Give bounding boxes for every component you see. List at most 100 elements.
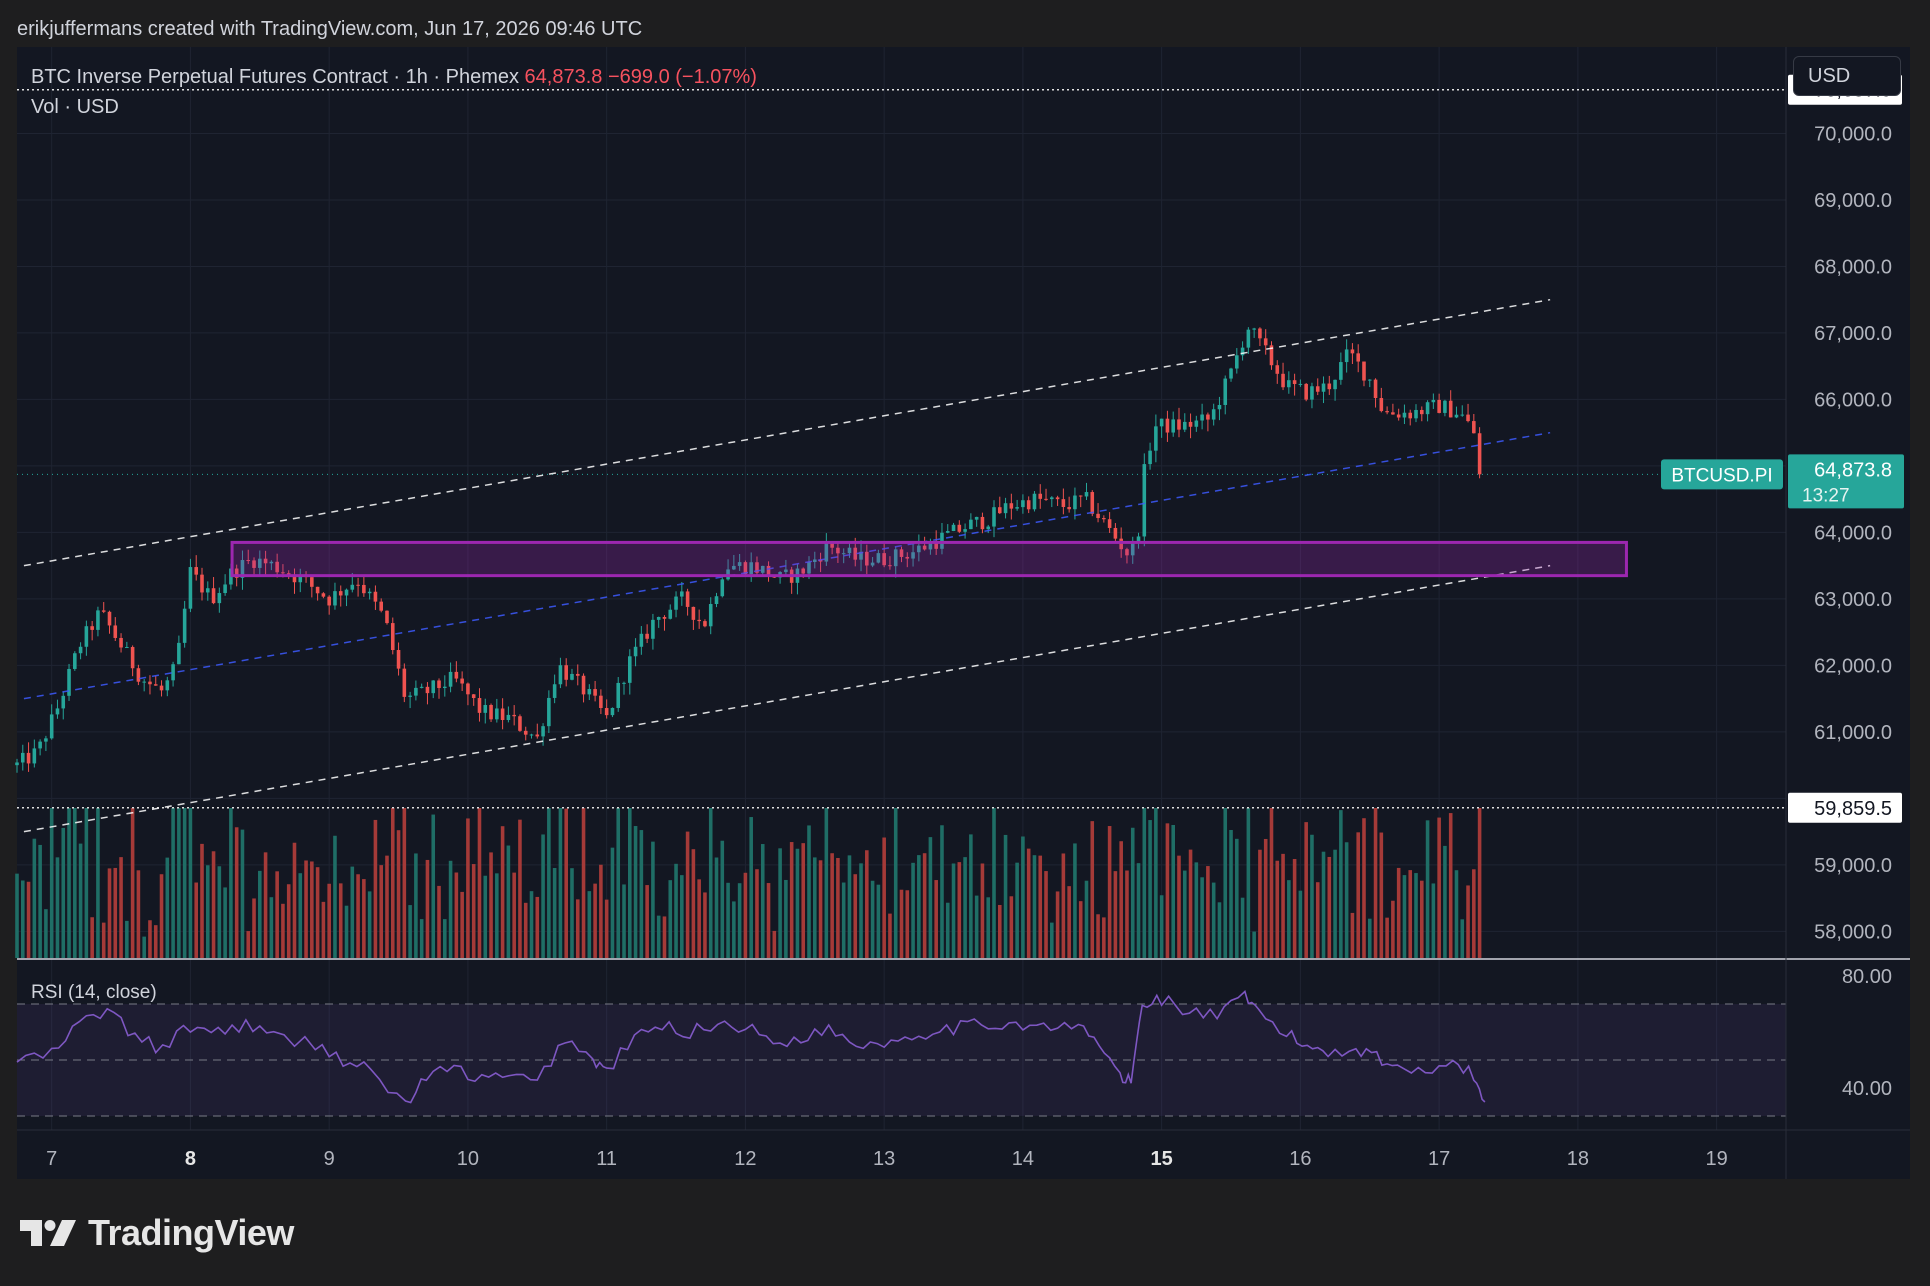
- volume-bar: [905, 890, 910, 958]
- volume-bar: [55, 857, 60, 958]
- volume-bar: [229, 808, 233, 958]
- volume-bar: [876, 884, 881, 958]
- candle-body: [1362, 361, 1366, 381]
- time-axis-label: 12: [734, 1148, 756, 1170]
- candle-body: [234, 568, 239, 578]
- volume-bar: [125, 920, 129, 958]
- candle-body: [483, 704, 488, 713]
- candle-body: [703, 621, 707, 627]
- time-axis-label: 13: [873, 1148, 895, 1170]
- volume-bar: [651, 841, 655, 958]
- candle-body: [1310, 386, 1314, 400]
- volume-bar: [541, 834, 545, 958]
- candle-body: [1102, 518, 1106, 520]
- candle-body: [1107, 519, 1112, 528]
- candle-body: [1472, 421, 1476, 434]
- candle-body: [859, 551, 863, 560]
- volume-legend[interactable]: Vol · USD: [31, 96, 119, 118]
- volume-bar: [836, 857, 840, 958]
- candle-body: [350, 584, 355, 590]
- time-axis-label: 15: [1151, 1148, 1173, 1170]
- candle-body: [356, 584, 360, 586]
- candle-body: [685, 591, 690, 607]
- candle-body: [44, 738, 48, 742]
- volume-bar: [1142, 808, 1147, 958]
- volume-bar: [986, 897, 991, 958]
- candle-body: [899, 549, 904, 557]
- volume-bar: [344, 905, 349, 958]
- candle-body: [1182, 421, 1187, 430]
- candle-body: [680, 591, 684, 597]
- volume-bar: [963, 857, 967, 958]
- candle-body: [1477, 433, 1482, 475]
- candle-body: [20, 752, 25, 763]
- candle-body: [604, 708, 609, 716]
- candle-body: [1061, 499, 1066, 508]
- volume-bar: [945, 902, 950, 958]
- candle-body: [1084, 492, 1089, 497]
- volume-bar: [980, 863, 985, 958]
- volume-bar: [512, 872, 516, 958]
- candle-body: [414, 687, 418, 696]
- candle-body: [78, 646, 83, 654]
- volume-bar: [992, 808, 996, 958]
- volume-bar: [1431, 883, 1436, 958]
- volume-bar: [1385, 917, 1389, 958]
- volume-bar: [454, 872, 459, 958]
- candle-body: [720, 579, 725, 597]
- volume-bar: [772, 930, 777, 958]
- candle-body: [67, 668, 71, 696]
- volume-bar: [1021, 836, 1025, 958]
- price-axis-label: 67,000.0: [1814, 323, 1892, 345]
- volume-bar: [581, 808, 586, 958]
- symbol-legend[interactable]: BTC Inverse Perpetual Futures Contract ·…: [31, 66, 757, 89]
- volume-bar: [367, 891, 372, 958]
- volume-bar: [1263, 838, 1268, 958]
- candle-body: [396, 650, 401, 669]
- candle-body: [495, 708, 499, 720]
- time-axis-label: 18: [1567, 1148, 1589, 1170]
- candle-body: [812, 559, 817, 563]
- candle-body: [807, 562, 811, 574]
- candle-body: [1159, 418, 1164, 427]
- candle-body: [570, 673, 574, 680]
- candle-body: [113, 625, 118, 638]
- volume-bar: [506, 845, 511, 958]
- volume-bar: [356, 874, 360, 958]
- candle-body: [784, 569, 788, 573]
- candle-body: [153, 684, 158, 686]
- candle-body: [911, 552, 915, 559]
- candle-body: [951, 524, 956, 532]
- candle-body: [26, 752, 31, 764]
- candle-body: [1078, 495, 1083, 497]
- volume-bar: [1206, 866, 1210, 958]
- candle-body: [691, 606, 696, 620]
- candle-body: [246, 560, 251, 562]
- volume-bar: [443, 919, 447, 958]
- candle-body: [581, 675, 586, 695]
- volume-bar: [633, 826, 638, 958]
- candle-body: [992, 507, 996, 527]
- candle-body: [523, 730, 528, 735]
- rsi-axis-label: 80.00: [1842, 966, 1892, 988]
- volume-bar: [807, 825, 811, 958]
- price-axis-label: 59,000.0: [1814, 855, 1892, 877]
- candle-body: [1165, 418, 1170, 433]
- channel-middle-line: [23, 431, 1551, 700]
- volume-bar: [466, 818, 470, 958]
- volume-bar: [824, 808, 829, 958]
- candle-body: [1420, 409, 1424, 415]
- candle-body: [315, 586, 320, 594]
- candle-body: [125, 647, 129, 649]
- candle-body: [963, 529, 967, 532]
- candle-body: [940, 532, 944, 549]
- volume-bar: [789, 842, 794, 958]
- candle-body: [1292, 380, 1297, 385]
- currency-button[interactable]: USD: [1793, 56, 1901, 96]
- candle-body: [258, 558, 262, 568]
- price-change-value: −699.0 (−1.07%): [607, 66, 757, 88]
- rsi-legend[interactable]: RSI (14, close): [31, 982, 157, 1003]
- price-axis-label: 68,000.0: [1814, 256, 1892, 278]
- candle-body: [379, 601, 383, 611]
